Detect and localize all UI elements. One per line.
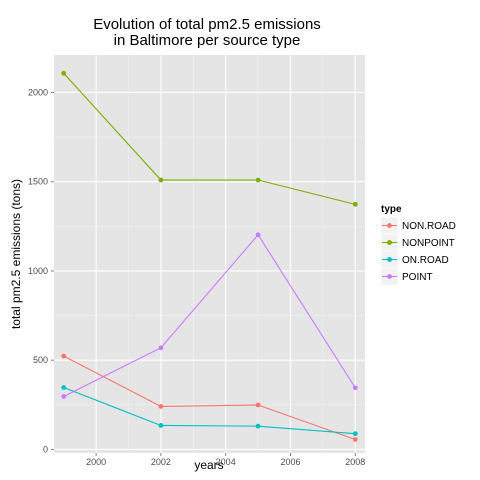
x-tick-label: 2008 — [345, 457, 365, 467]
data-point-on-road — [255, 423, 261, 429]
legend-key-point — [387, 274, 392, 279]
chart-title-line-2: in Baltimore per source type — [114, 32, 301, 49]
legend-label: NONPOINT — [402, 238, 455, 249]
data-point-point — [352, 385, 358, 391]
legend: type NON.ROAD NONPOINT ON.ROAD POINT — [380, 204, 456, 286]
series-point — [61, 232, 358, 399]
y-tick-label: 1000 — [28, 266, 48, 276]
series-line-point — [63, 233, 356, 397]
data-point-nonpoint — [352, 201, 358, 207]
series-line-non-road — [63, 355, 356, 440]
series-on-road — [61, 385, 358, 437]
y-tick-label: 500 — [33, 355, 48, 365]
x-tick-label: 2000 — [86, 457, 106, 467]
legend-item-nonpoint: NONPOINT — [380, 233, 455, 252]
data-point-non-road — [61, 353, 67, 359]
data-point-on-road — [61, 385, 67, 390]
legend-key-point — [387, 240, 392, 245]
x-axis-title: years — [194, 458, 223, 472]
x-axis: 2000 2002 2004 2006 2008 — [86, 453, 365, 467]
x-tick-label: 2006 — [280, 457, 300, 467]
data-point-non-road — [352, 437, 358, 442]
y-tick-label: 0 — [43, 444, 48, 454]
legend-key-point — [387, 257, 392, 262]
legend-item-point: POINT — [380, 267, 433, 286]
y-tick-label: 1500 — [28, 177, 48, 187]
legend-label: ON.ROAD — [402, 255, 449, 266]
series-line-on-road — [63, 387, 356, 435]
data-point-on-road — [158, 423, 164, 428]
legend-title: type — [381, 204, 402, 215]
minor-gridlines — [54, 55, 365, 453]
data-point-on-road — [352, 431, 358, 437]
series-line-nonpoint — [63, 72, 356, 205]
y-axis-title: total pm2.5 emissions (tons) — [9, 179, 23, 329]
data-point-point — [61, 394, 67, 399]
series-nonpoint — [61, 70, 358, 207]
legend-item-on-road: ON.ROAD — [380, 250, 449, 269]
data-point-non-road — [158, 404, 164, 409]
series-non-road — [61, 353, 358, 442]
legend-label: POINT — [402, 272, 433, 283]
data-point-nonpoint — [158, 177, 164, 183]
legend-key-point — [387, 223, 392, 228]
legend-label: NON.ROAD — [402, 221, 456, 232]
data-point-point — [255, 232, 261, 238]
x-tick-label: 2002 — [151, 457, 171, 467]
data-point-non-road — [255, 402, 261, 408]
series-layer — [61, 70, 358, 442]
legend-item-non-road: NON.ROAD — [380, 216, 456, 235]
y-tick-label: 2000 — [28, 87, 48, 97]
data-point-point — [158, 345, 164, 351]
data-point-nonpoint — [255, 177, 261, 183]
data-point-nonpoint — [61, 70, 67, 76]
y-axis: 0 500 1000 1500 2000 — [28, 87, 54, 454]
x-tick-label: 2004 — [216, 457, 236, 467]
chart-title-line-1: Evolution of total pm2.5 emissions — [93, 16, 321, 33]
plot-panel — [54, 55, 365, 453]
